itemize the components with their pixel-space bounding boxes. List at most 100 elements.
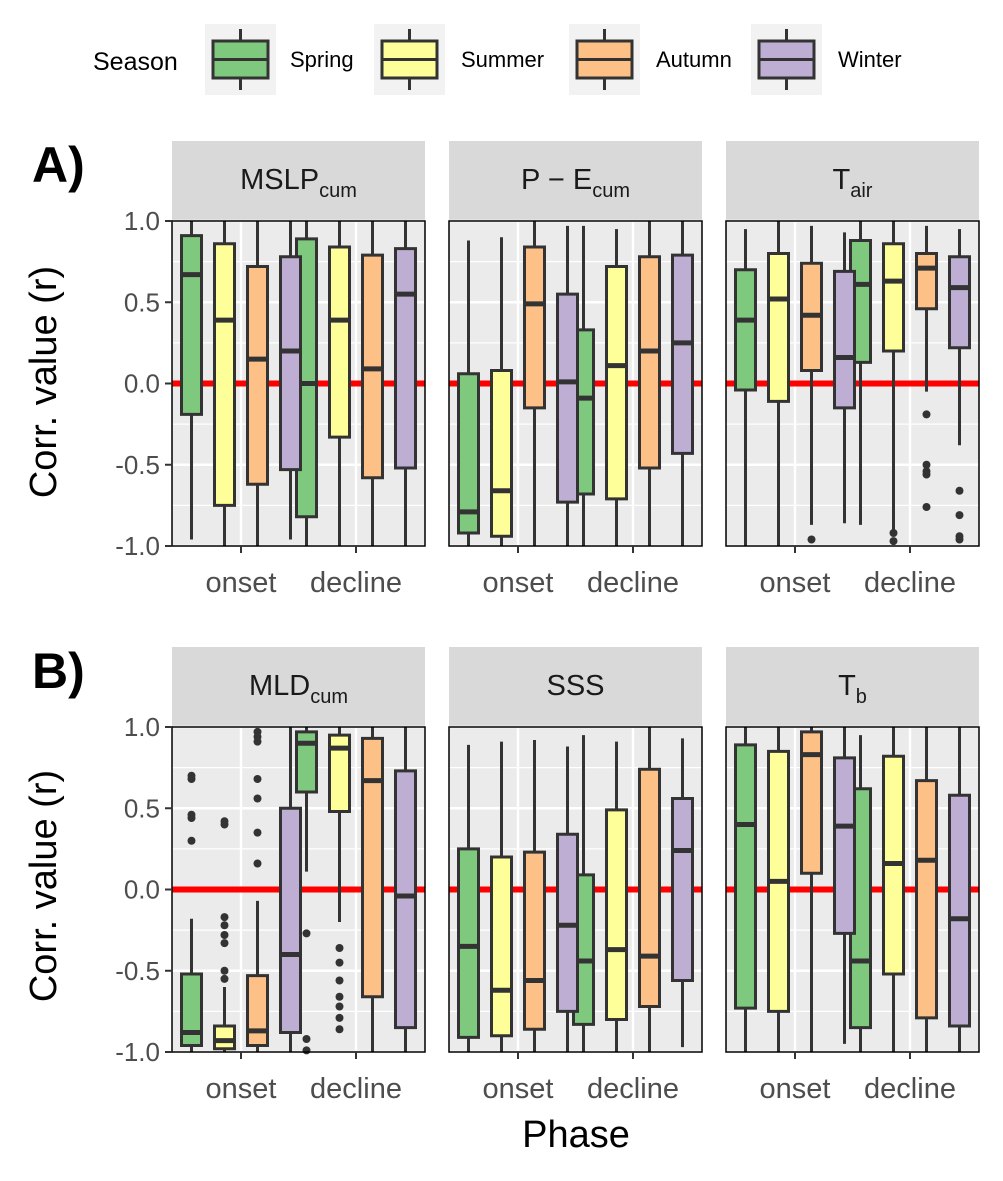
- iqr-box: [833, 269, 856, 410]
- box-winter-onset: [279, 221, 302, 540]
- box-winter-decline: [671, 738, 694, 1048]
- y-tick-label: 1.0: [124, 712, 160, 742]
- box-winter-decline: [394, 221, 417, 546]
- box-spring-onset: [734, 727, 757, 1052]
- panel-sss: SSS onset decline: [448, 647, 703, 1105]
- y-tick-label: 0.0: [124, 369, 160, 399]
- outlier-point: [335, 958, 344, 967]
- iqr-box: [457, 847, 480, 1039]
- box-winter-onset: [556, 225, 579, 546]
- outlier-point: [187, 771, 196, 780]
- iqr-box: [328, 245, 351, 439]
- iqr-box: [523, 850, 546, 1031]
- legend-label: Spring: [290, 47, 354, 72]
- outlier-point: [220, 913, 229, 922]
- outlier-point: [922, 410, 931, 419]
- outlier-point: [302, 1046, 311, 1055]
- box-winter-onset: [279, 727, 302, 1052]
- iqr-box: [948, 255, 971, 350]
- facet-strip: [726, 647, 979, 726]
- iqr-box: [213, 242, 236, 507]
- facet-title: Tb: [838, 670, 867, 708]
- iqr-box: [490, 855, 513, 1038]
- outlier-point: [335, 1002, 344, 1011]
- box-autumn-decline: [915, 225, 938, 511]
- outlier-point: [955, 486, 964, 495]
- facet-title-subscript: b: [856, 686, 867, 708]
- legend-item-summer: Summer: [374, 24, 544, 95]
- box-summer-decline: [882, 221, 905, 546]
- outlier-point: [922, 460, 931, 469]
- facet-title: SSS: [546, 670, 604, 702]
- outlier-point: [302, 1035, 311, 1043]
- x-tick-label: decline: [310, 1073, 402, 1105]
- box-summer-onset: [213, 221, 236, 546]
- facet-title: Tair: [833, 164, 873, 202]
- outlier-point: [955, 535, 964, 544]
- x-tick-label: onset: [206, 1073, 277, 1105]
- iqr-box: [556, 292, 579, 504]
- y-tick-label: -1.0: [115, 1037, 160, 1067]
- outlier-point: [253, 794, 262, 803]
- outlier-point: [335, 1013, 344, 1022]
- iqr-box: [361, 736, 384, 999]
- x-tick-label: decline: [864, 567, 956, 599]
- x-tick-label: onset: [206, 567, 277, 599]
- outlier-point: [220, 966, 229, 975]
- outlier-point: [220, 974, 229, 983]
- iqr-box: [915, 252, 938, 311]
- facet-title-subscript: cum: [592, 180, 630, 202]
- outlier-point: [220, 939, 229, 948]
- plot-border: [725, 726, 980, 1053]
- box-summer-decline: [328, 727, 351, 1034]
- x-tick-label: onset: [760, 1073, 831, 1105]
- outlier-point: [187, 810, 196, 819]
- box-spring-onset: [734, 229, 757, 546]
- iqr-box: [394, 769, 417, 1030]
- box-winter-decline: [948, 727, 971, 1052]
- iqr-box: [279, 255, 302, 472]
- iqr-box: [767, 252, 790, 403]
- y-tick-label: 0.5: [124, 793, 160, 823]
- box-spring-onset: [180, 221, 203, 540]
- iqr-box: [457, 372, 480, 535]
- x-tick-label: onset: [760, 567, 831, 599]
- box-summer-decline: [328, 221, 351, 546]
- x-tick-label: decline: [864, 1073, 956, 1105]
- iqr-box: [605, 265, 628, 501]
- legend-item-winter: Winter: [751, 24, 902, 95]
- box-winter-decline: [671, 221, 694, 546]
- iqr-box: [394, 247, 417, 470]
- box-spring-onset: [457, 240, 480, 546]
- iqr-box: [948, 793, 971, 1028]
- outlier-point: [335, 1025, 344, 1034]
- iqr-box: [213, 1024, 236, 1051]
- box-autumn-onset: [800, 225, 823, 544]
- outlier-point: [889, 529, 898, 537]
- x-tick-label: decline: [587, 1073, 679, 1105]
- outlier-point: [253, 775, 262, 783]
- box-winter-onset: [833, 232, 856, 524]
- outlier-point: [253, 727, 262, 736]
- box-winter-decline: [948, 229, 971, 544]
- panel-p-ecum: P − Ecum onset decline: [448, 141, 703, 599]
- iqr-box: [638, 255, 661, 470]
- iqr-box: [180, 234, 203, 416]
- facet-strip: [172, 647, 425, 726]
- y-tick-label: 0.0: [124, 875, 160, 905]
- iqr-box: [180, 972, 203, 1047]
- box-autumn-decline: [915, 727, 938, 1052]
- x-tick-label: onset: [483, 1073, 554, 1105]
- legend-item-autumn: Autumn: [569, 24, 732, 95]
- facet-strip: [726, 141, 979, 220]
- panel-mslpcum: MSLPcum 1.0 0.5 0.0 -0.5 -1.0 onset decline: [115, 141, 426, 599]
- outlier-point: [187, 836, 196, 845]
- plot-border: [725, 220, 980, 547]
- iqr-box: [671, 253, 694, 455]
- box-spring-onset: [457, 744, 480, 1052]
- facet-strip: [172, 141, 425, 220]
- iqr-box: [523, 245, 546, 410]
- iqr-box: [295, 730, 318, 794]
